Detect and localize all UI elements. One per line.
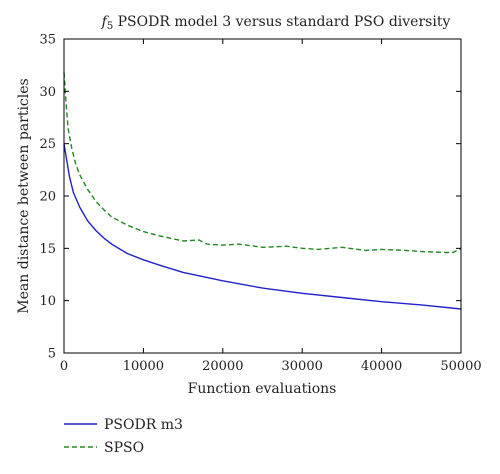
y-tick-label: 5: [48, 347, 56, 362]
y-tick-label: 20: [39, 190, 56, 205]
y-tick-label: 25: [39, 137, 56, 152]
y-tick-label: 30: [39, 85, 56, 100]
x-tick-label: 50000: [440, 359, 481, 374]
x-axis-label: Function evaluations: [188, 381, 337, 397]
y-tick-label: 10: [39, 294, 56, 309]
legend-label: PSODR m3: [104, 417, 183, 433]
x-tick-label: 10000: [123, 359, 164, 374]
x-tick-label: 40000: [361, 359, 402, 374]
chart-title-text: PSODR model 3 versus standard PSO divers…: [113, 14, 450, 30]
x-tick-label: 20000: [202, 359, 243, 374]
series-layer: [63, 72, 462, 310]
chart-title-function: f: [101, 14, 110, 30]
series-line-psodr-m3: [63, 143, 462, 310]
legend-label: SPSO: [104, 440, 144, 456]
y-axis: 5 10 15 20 25 30 35: [39, 33, 461, 362]
legend: PSODR m3 SPSO: [64, 417, 183, 456]
x-axis: 0 10000 20000 30000 40000 50000: [60, 39, 482, 374]
y-tick-label: 35: [39, 33, 56, 48]
y-axis-label: Mean distance between particles: [16, 78, 32, 313]
x-tick-label: 30000: [282, 359, 323, 374]
x-tick-label: 0: [60, 359, 68, 374]
y-tick-label: 15: [39, 242, 56, 257]
series-line-spso: [63, 72, 462, 254]
chart-title-subscript: 5: [107, 21, 113, 32]
plot-area-frame: [63, 38, 462, 354]
chart-title: f5 PSODR model 3 versus standard PSO div…: [101, 14, 451, 32]
